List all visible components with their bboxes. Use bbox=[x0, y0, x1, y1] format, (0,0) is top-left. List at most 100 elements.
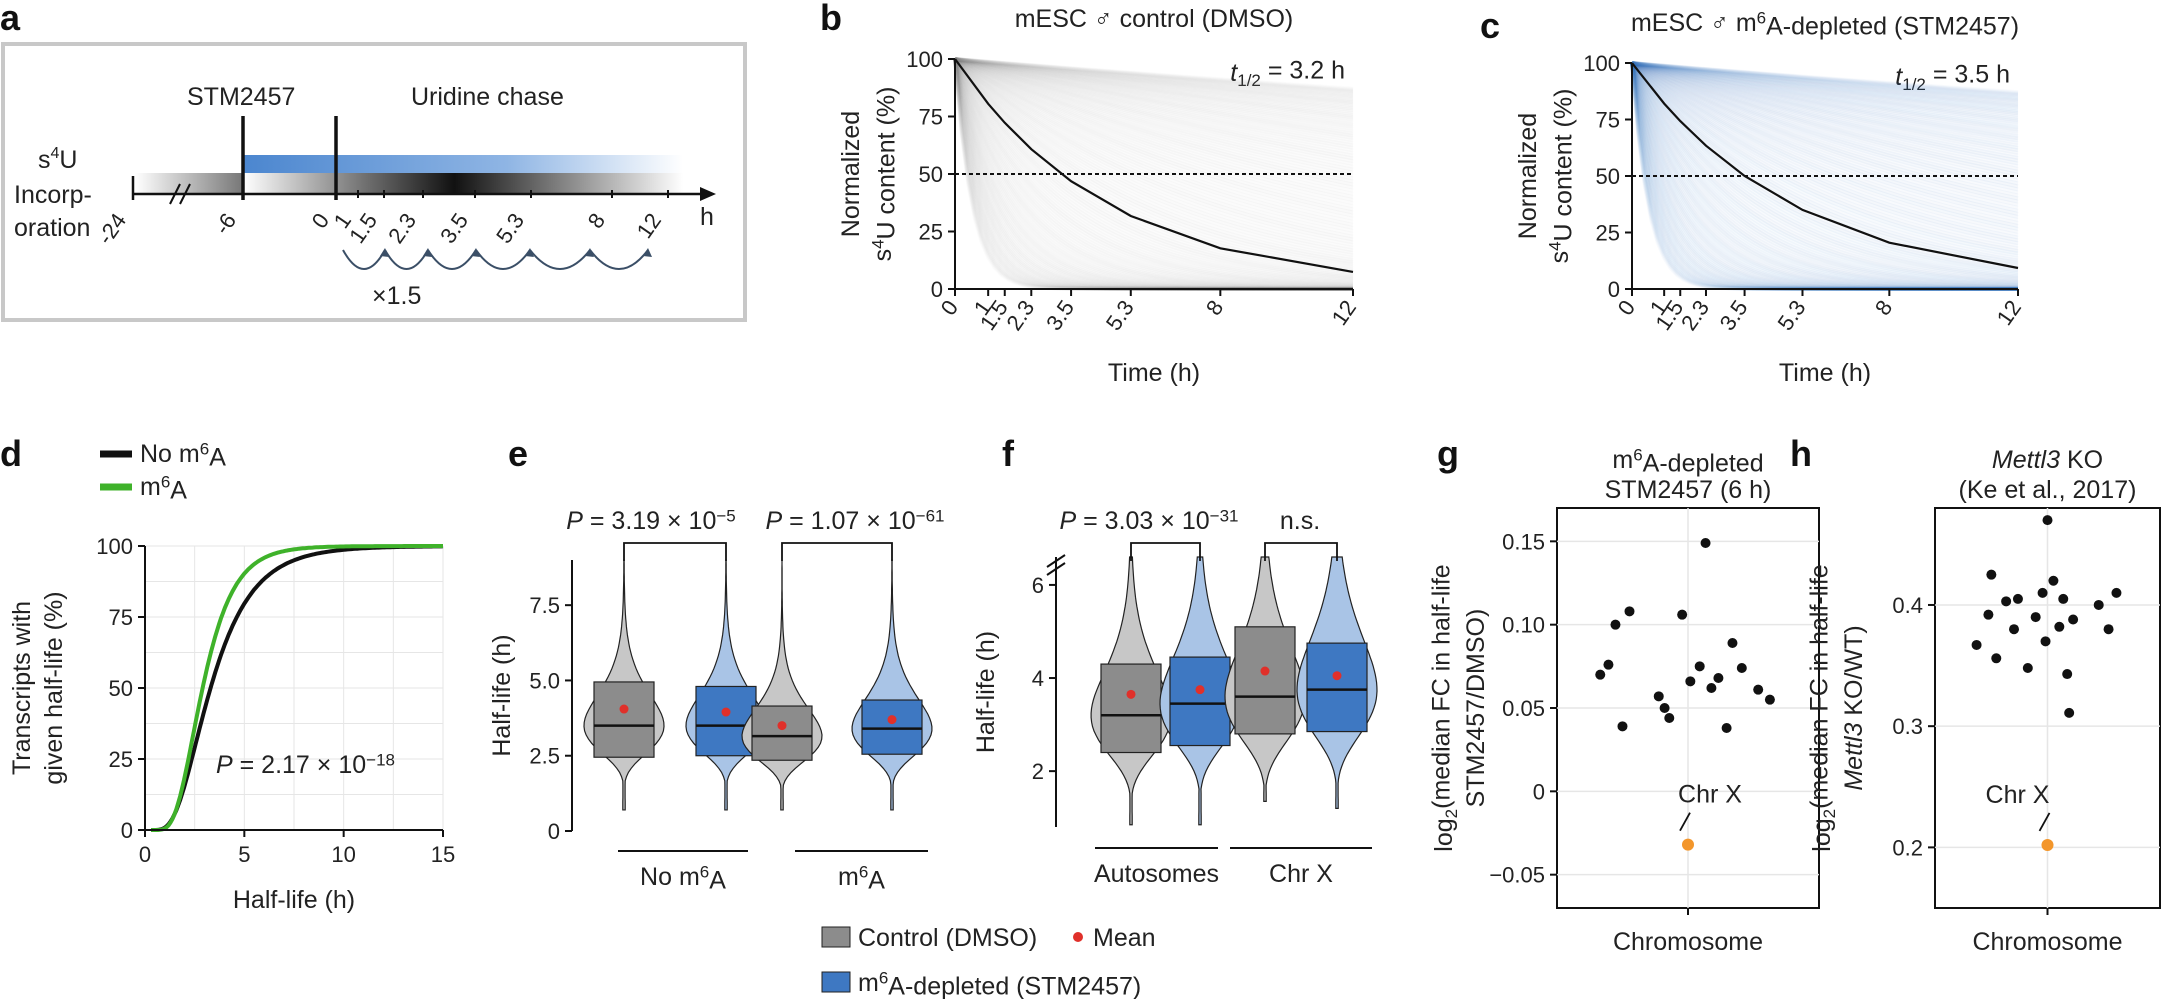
decay-trace bbox=[954, 57, 1354, 158]
chase-arc-arrow bbox=[585, 248, 594, 257]
legend-label-stm: m6A-depleted (STM2457) bbox=[858, 968, 1141, 999]
y-tick-label: 0.3 bbox=[1892, 714, 1923, 739]
schematic-panel: STM2457 Uridine chase s4U Incorp- oratio… bbox=[1, 42, 747, 322]
factor-label: ×1.5 bbox=[372, 282, 421, 310]
y-axis-label-2: given half-life (%) bbox=[40, 591, 68, 784]
decay-trace bbox=[954, 57, 1354, 175]
decay-trace bbox=[953, 57, 1354, 245]
decay-trace bbox=[1630, 61, 2019, 219]
x-tick-label: 15 bbox=[431, 842, 455, 867]
decay-trace bbox=[1631, 61, 2019, 103]
y-tick-label: 75 bbox=[919, 105, 943, 130]
decay-trace bbox=[1631, 61, 2019, 150]
panel-label-h: h bbox=[1790, 433, 1812, 474]
box bbox=[751, 705, 813, 761]
mean-dot bbox=[619, 704, 629, 714]
decay-trace bbox=[1630, 62, 2019, 285]
decay-trace bbox=[954, 57, 1354, 140]
median-decay-curve bbox=[954, 58, 1354, 273]
box-chart-chrx: 2 4 6 P = 3.03 × 10−31 n.s. Autosomes Chr X Hal… bbox=[972, 506, 1378, 888]
decay-trace bbox=[954, 57, 1354, 106]
data-point bbox=[2058, 593, 2069, 604]
decay-trace bbox=[953, 57, 1354, 262]
chart-title-1: Mettl3 KO bbox=[1992, 446, 2103, 474]
chrx-leader bbox=[2038, 812, 2051, 832]
decay-trace bbox=[1631, 61, 2019, 174]
decay-trace bbox=[953, 57, 1354, 280]
chrx-point bbox=[2041, 838, 2054, 851]
chart-title: mESC ♂ m6A-depleted (STM2457) bbox=[1631, 8, 2019, 40]
x-axis-label: Chromosome bbox=[1972, 928, 2122, 956]
decay-trace bbox=[1630, 61, 2019, 251]
x-axis-label: Time (h) bbox=[1779, 359, 1871, 387]
y-axis-label-2: Mettl3 KO/WT) bbox=[1840, 625, 1868, 790]
data-point bbox=[2030, 612, 2041, 623]
decay-trace bbox=[954, 57, 1354, 184]
decay-trace bbox=[1631, 61, 2019, 117]
decay-trace bbox=[1631, 61, 2019, 97]
decay-trace bbox=[1630, 61, 2019, 263]
box bbox=[861, 699, 923, 755]
legend-label: No m6A bbox=[140, 439, 226, 471]
box bbox=[1234, 626, 1296, 735]
data-point bbox=[1624, 606, 1635, 617]
data-point bbox=[2042, 515, 2053, 526]
decay-chart-stm: mESC ♂ m6A-depleted (STM2457) t1/2 = 3.5 … bbox=[1514, 8, 2026, 387]
decay-trace bbox=[1631, 61, 2019, 101]
decay-trace bbox=[1631, 61, 2019, 104]
y-tick-label: 100 bbox=[1583, 51, 1620, 76]
x-tick-label: 0 bbox=[936, 296, 964, 320]
decay-trace bbox=[953, 57, 1354, 264]
group-label: No m6A bbox=[640, 862, 726, 894]
y-axis-label-2: STM2457/DMSO) bbox=[1462, 609, 1490, 808]
data-point bbox=[2022, 663, 2033, 673]
decay-trace bbox=[954, 57, 1354, 119]
y-tick-label: 0 bbox=[931, 277, 943, 302]
decay-trace bbox=[954, 57, 1354, 136]
decay-trace bbox=[1631, 61, 2019, 116]
decay-trace bbox=[953, 58, 1354, 287]
decay-trace bbox=[954, 57, 1354, 94]
y-tick-label: 100 bbox=[96, 534, 133, 559]
chase-arc-arrow bbox=[643, 248, 652, 257]
s4u-chase-bar bbox=[243, 173, 683, 193]
chase-arc-arrow bbox=[423, 248, 432, 257]
chrx-label: Chr X bbox=[1678, 781, 1742, 809]
decay-trace bbox=[954, 57, 1354, 202]
decay-trace bbox=[1630, 62, 2019, 291]
decay-trace bbox=[1631, 61, 2019, 98]
data-point bbox=[1610, 619, 1621, 630]
chase-arc-arrow bbox=[471, 248, 480, 257]
y-axis-label: Half-life (h) bbox=[972, 631, 1000, 753]
y-tick-label: 0 bbox=[1608, 277, 1620, 302]
data-point bbox=[2111, 587, 2122, 598]
y-tick-label: 25 bbox=[919, 220, 943, 245]
x-tick-label: 2.3 bbox=[1676, 296, 1714, 335]
decay-trace bbox=[954, 57, 1354, 199]
decay-trace bbox=[1631, 61, 2019, 96]
mean-dot bbox=[1332, 671, 1342, 681]
data-point bbox=[1700, 538, 1711, 548]
decay-trace bbox=[953, 58, 1354, 290]
data-point bbox=[1971, 639, 1982, 650]
legend-swatch-control bbox=[821, 926, 851, 948]
x-tick-label: 5.3 bbox=[1101, 296, 1139, 335]
decay-trace bbox=[953, 58, 1354, 290]
x-tick-label: 8 bbox=[1870, 296, 1898, 320]
x-tick-label: 3.5 bbox=[1041, 296, 1079, 335]
chase-arc bbox=[589, 249, 649, 270]
x-tick-label: 0 bbox=[139, 842, 151, 867]
decay-trace bbox=[953, 58, 1354, 285]
panel-label-a: a bbox=[0, 0, 21, 38]
box-chart-m6a: 0 2.5 5.0 7.5 P = 3.19 × 10−5 P = 1.07 × 10−6… bbox=[488, 506, 944, 894]
data-point bbox=[2062, 669, 2073, 680]
y-tick-label: −0.05 bbox=[1489, 863, 1545, 888]
y-tick-label: 50 bbox=[919, 162, 943, 187]
chase-arcs bbox=[342, 248, 652, 270]
decay-chart-control: mESC ♂ control (DMSO) t1/2 = 3.2 h 0 25 50 75… bbox=[837, 5, 1361, 387]
panel-label-d: d bbox=[0, 433, 22, 474]
significance-bracket bbox=[1130, 542, 1201, 561]
x-tick-label: 0 bbox=[1613, 296, 1641, 320]
data-point bbox=[1736, 663, 1747, 673]
